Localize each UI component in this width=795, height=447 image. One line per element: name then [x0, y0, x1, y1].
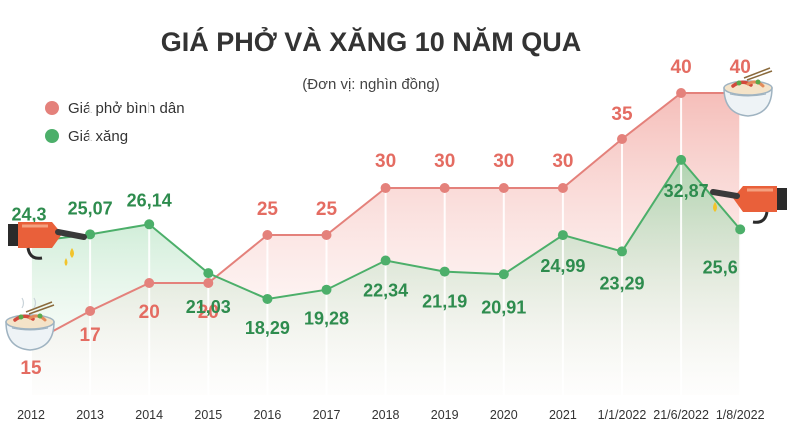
- chart-title: GIÁ PHỞ VÀ XĂNG 10 NĂM QUA: [161, 25, 582, 57]
- x-tick-label: 2015: [194, 408, 222, 422]
- point-pho: [85, 306, 96, 316]
- legend-marker-pho: [45, 101, 59, 115]
- data-label-gas: 21,03: [186, 297, 231, 317]
- data-label-gas: 32,87: [664, 181, 709, 201]
- data-label-gas: 24,99: [540, 256, 585, 276]
- x-tick-label: 2014: [135, 408, 163, 422]
- point-pho: [380, 183, 391, 193]
- x-tick-label: 2021: [549, 408, 577, 422]
- data-label-pho: 25: [257, 199, 279, 220]
- data-label-pho: 17: [80, 325, 101, 346]
- point-pho: [321, 230, 332, 240]
- x-tick-label: 1/1/2022: [598, 408, 647, 422]
- legend-marker-gas: [45, 129, 59, 143]
- point-gas: [498, 269, 509, 280]
- pho-bowl-icon: [5, 297, 55, 351]
- data-label-pho: 35: [611, 104, 633, 125]
- point-gas: [203, 268, 214, 279]
- data-label-gas: 24,3: [11, 205, 46, 225]
- x-tick-label: 21/6/2022: [653, 408, 709, 422]
- legend-label-gas: Giá xăng: [68, 128, 128, 145]
- data-label-gas: 19,28: [304, 309, 349, 329]
- data-label-pho: 40: [730, 57, 751, 78]
- data-label-pho: 30: [552, 151, 573, 172]
- x-tick-label: 2013: [76, 408, 104, 422]
- point-pho: [498, 183, 509, 193]
- chart-subtitle: (Đơn vị: nghìn đồng): [302, 76, 439, 93]
- data-label-pho: 20: [139, 302, 160, 323]
- point-gas: [735, 224, 746, 235]
- point-gas: [617, 246, 627, 257]
- point-pho: [557, 183, 568, 193]
- data-label-gas: 22,34: [363, 281, 408, 301]
- data-label-pho: 30: [493, 151, 514, 172]
- data-label-gas: 21,19: [422, 292, 467, 312]
- x-tick-label: 2012: [17, 408, 45, 422]
- data-label-gas: 23,29: [599, 273, 644, 293]
- data-label-gas: 25,6: [703, 257, 738, 277]
- point-pho: [676, 88, 687, 98]
- x-axis-ticks: 2012 2013 2014 2015 2016 2017 2018 2019 2020 2021…: [17, 408, 764, 422]
- point-pho: [617, 134, 627, 144]
- data-label-pho: 30: [434, 151, 455, 172]
- gridlines: [30, 90, 742, 395]
- point-gas: [262, 293, 273, 304]
- x-tick-label: 2017: [313, 408, 341, 422]
- fuel-nozzle-icon: [710, 186, 787, 224]
- x-tick-label: 2018: [372, 408, 400, 422]
- x-tick-label: 2019: [431, 408, 459, 422]
- point-pho: [203, 278, 214, 288]
- point-gas: [85, 229, 96, 240]
- point-gas: [321, 284, 332, 295]
- fuel-nozzle-icon: [8, 222, 87, 266]
- data-label-gas: 20,91: [481, 297, 526, 317]
- data-label-pho: 20: [198, 302, 219, 323]
- legend-label-pho: Giá phở bình dân: [68, 100, 185, 117]
- data-label-pho: 25: [316, 199, 338, 220]
- x-tick-label: 2020: [490, 408, 518, 422]
- data-label-gas: 25,07: [68, 198, 113, 218]
- data-label-gas: 26,14: [127, 190, 172, 210]
- point-gas: [676, 154, 687, 165]
- point-gas: [380, 255, 391, 266]
- data-label-gas: 18,29: [245, 318, 290, 338]
- pho-bowl-icon: [723, 67, 773, 117]
- legend: Giá phở bình dân Giá xăng: [45, 100, 185, 145]
- x-tick-label: 1/8/2022: [716, 408, 765, 422]
- data-labels: 15 17 20 20 25 25 30 30 30 30 35 40 40 24,3 25,07 26,14…: [11, 57, 750, 379]
- point-gas: [144, 219, 155, 230]
- point-gas: [557, 230, 568, 241]
- x-tick-label: 2016: [253, 408, 281, 422]
- data-label-pho: 40: [671, 57, 692, 78]
- point-pho: [144, 278, 155, 288]
- point-pho: [439, 183, 450, 193]
- data-label-pho: 30: [375, 151, 396, 172]
- data-label-pho: 15: [20, 358, 42, 379]
- point-gas: [439, 266, 450, 277]
- point-pho: [262, 230, 273, 240]
